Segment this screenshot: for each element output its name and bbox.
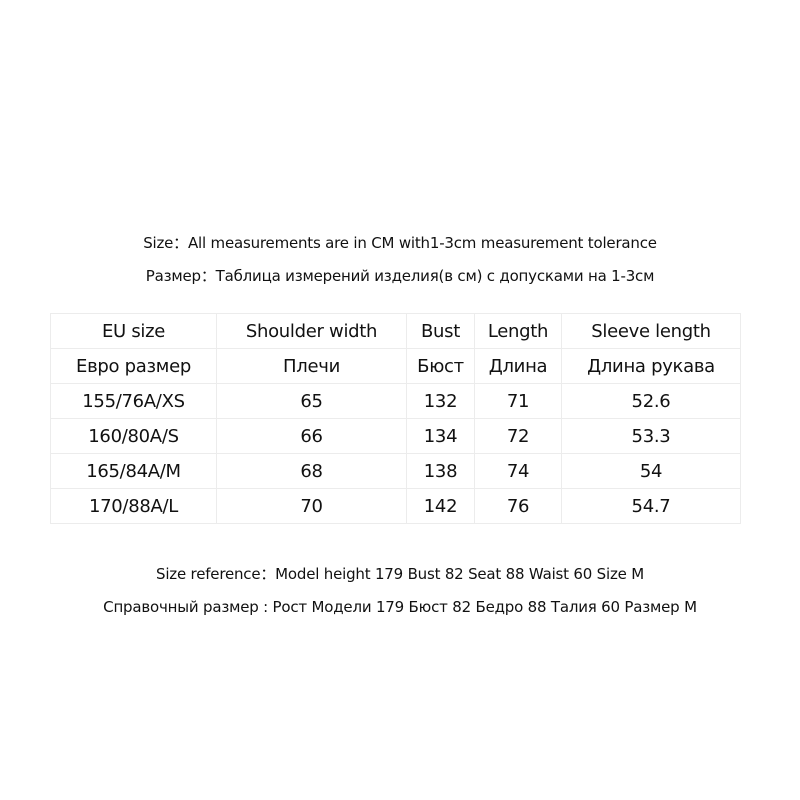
table-cell: 66 [216, 418, 407, 454]
table-cell: Плечи [216, 348, 407, 384]
table-cell: 52.6 [561, 383, 741, 419]
table-row: 155/76A/XS 65 132 71 52.6 [50, 383, 741, 419]
measurement-note-en: Size：All measurements are in CM with1-3c… [143, 234, 657, 252]
table-cell: 138 [406, 453, 475, 489]
table-row: 170/88A/L 70 142 76 54.7 [50, 488, 741, 524]
size-chart-table: EU size Shoulder width Bust Length Sleeve le… [50, 313, 741, 524]
table-cell: 134 [406, 418, 475, 454]
table-cell: Sleeve length [561, 313, 741, 349]
table-cell: Евро размер [50, 348, 217, 384]
table-cell: Длина рукава [561, 348, 741, 384]
table-cell: 76 [474, 488, 562, 524]
table-cell: 165/84A/M [50, 453, 217, 489]
table-cell: EU size [50, 313, 217, 349]
header-row-en: EU size Shoulder width Bust Length Sleeve le… [50, 313, 741, 349]
table-cell: 72 [474, 418, 562, 454]
table-row: 160/80A/S 66 134 72 53.3 [50, 418, 741, 454]
table-cell: 155/76A/XS [50, 383, 217, 419]
table-cell: 132 [406, 383, 475, 419]
table-row: 165/84A/M 68 138 74 54 [50, 453, 741, 489]
table-cell: Shoulder width [216, 313, 407, 349]
table-cell: 170/88A/L [50, 488, 217, 524]
table-cell: 142 [406, 488, 475, 524]
table-cell: 71 [474, 383, 562, 419]
size-reference-en: Size reference：Model height 179 Bust 82 … [156, 565, 644, 583]
table-cell: 70 [216, 488, 407, 524]
table-cell: Bust [406, 313, 475, 349]
table-cell: Длина [474, 348, 562, 384]
size-reference-ru: Справочный размер : Рост Модели 179 Бюст… [103, 598, 697, 616]
table-cell: Length [474, 313, 562, 349]
table-cell: 74 [474, 453, 562, 489]
table-cell: 160/80A/S [50, 418, 217, 454]
table-cell: 65 [216, 383, 407, 419]
table-cell: 54 [561, 453, 741, 489]
table-cell: 68 [216, 453, 407, 489]
table-cell: 54.7 [561, 488, 741, 524]
table-cell: 53.3 [561, 418, 741, 454]
header-row-ru: Евро размер Плечи Бюст Длина Длина рукава [50, 348, 741, 384]
table-cell: Бюст [406, 348, 475, 384]
measurement-note-ru: Размер：Таблица измерений изделия(в см) с… [145, 267, 655, 285]
